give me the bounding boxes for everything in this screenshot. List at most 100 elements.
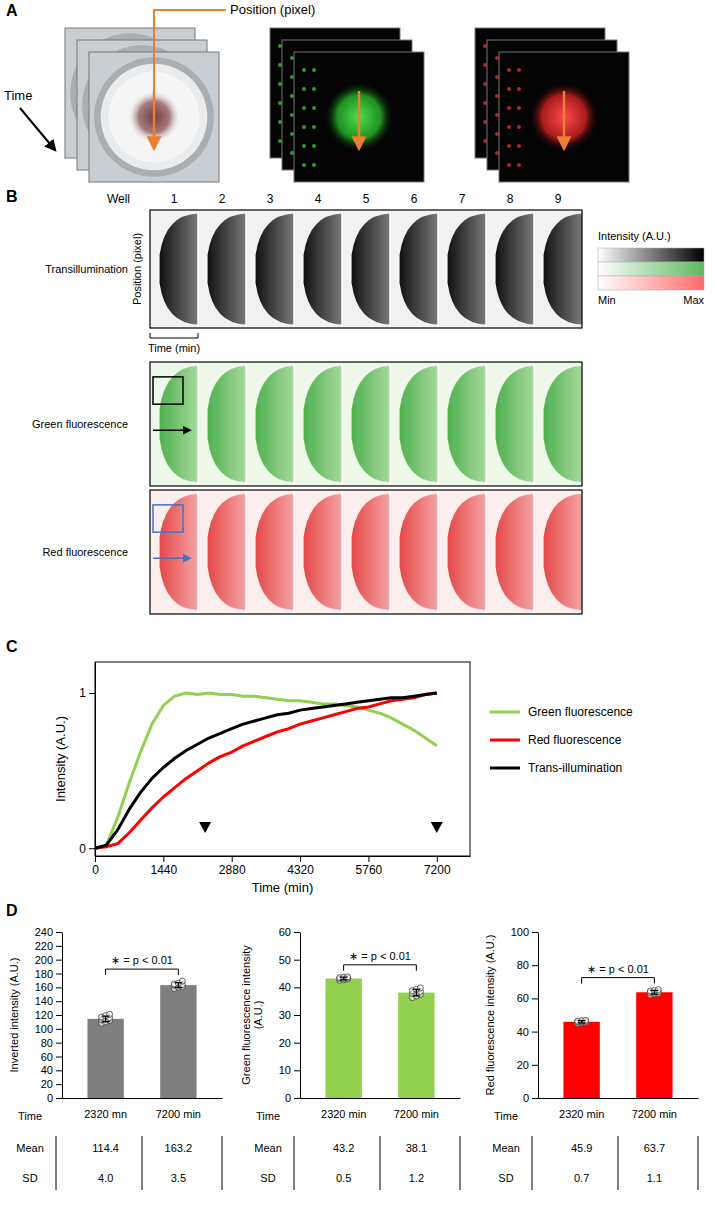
tile-separator bbox=[533, 490, 535, 614]
tick-label: 20 bbox=[279, 1037, 291, 1049]
fluorescent-dot bbox=[290, 113, 294, 117]
table-separator bbox=[142, 1136, 143, 1190]
kymograph-signal bbox=[544, 366, 582, 483]
tick-label: 1440 bbox=[151, 863, 178, 877]
bar bbox=[398, 993, 434, 1098]
tick-label: 100 bbox=[511, 926, 529, 938]
tick: 40 bbox=[41, 1064, 62, 1076]
tick: 7200 bbox=[424, 856, 451, 877]
tick-mark bbox=[532, 1065, 538, 1066]
table-separator bbox=[618, 1136, 619, 1190]
tick-label: 5760 bbox=[356, 863, 383, 877]
tile-separator bbox=[197, 362, 199, 486]
tick: 60 bbox=[517, 992, 538, 1004]
fluorescent-dot bbox=[495, 56, 499, 60]
tick: 7200 min bbox=[632, 1108, 677, 1120]
tick: 20 bbox=[517, 1059, 538, 1071]
error-bar-cap bbox=[102, 1021, 110, 1022]
tile-separator bbox=[197, 210, 199, 328]
plot-area bbox=[87, 978, 196, 1098]
tick: 50 bbox=[279, 954, 300, 966]
tick-mark bbox=[300, 856, 301, 862]
bar-chart: 0204060801002320 min7200 minRed fluoresc… bbox=[484, 926, 699, 1190]
tile-separator bbox=[293, 210, 295, 328]
tick: 120 bbox=[35, 1009, 62, 1021]
tick-label: 0 bbox=[79, 842, 86, 856]
tick-label: 60 bbox=[517, 992, 529, 1004]
fluorescent-dot bbox=[278, 101, 282, 105]
fluorescent-dot bbox=[517, 144, 521, 148]
kymograph-background bbox=[486, 490, 534, 614]
tick-mark bbox=[56, 1015, 62, 1016]
kymograph-row bbox=[150, 362, 582, 486]
fluorescent-dot bbox=[312, 106, 316, 110]
kymograph-signal bbox=[352, 366, 390, 483]
tick-label: 160 bbox=[35, 981, 53, 993]
tick-label: 1 bbox=[79, 686, 86, 700]
kymograph-background bbox=[438, 210, 486, 328]
error-bar-cap bbox=[412, 995, 420, 996]
kymograph-signal bbox=[352, 214, 390, 325]
tile-separator bbox=[437, 210, 439, 328]
kymograph-background bbox=[534, 210, 582, 328]
tick-mark bbox=[56, 1084, 62, 1085]
tick-label: 80 bbox=[517, 959, 529, 971]
error-bar-cap bbox=[650, 990, 658, 991]
kymograph-background bbox=[294, 210, 342, 328]
row-label: Transillumination bbox=[45, 263, 128, 275]
table-mean: 114.4 bbox=[92, 1142, 119, 1154]
image-frame bbox=[294, 52, 424, 182]
sample-blob bbox=[325, 83, 393, 151]
significance-label: ∗ = p < 0.01 bbox=[111, 954, 173, 966]
kymograph-background bbox=[486, 362, 534, 486]
colorbar-min: Min bbox=[598, 294, 616, 306]
tick: 80 bbox=[517, 959, 538, 971]
kymograph-background bbox=[198, 362, 246, 486]
x-axis: 2320 mn7200 min bbox=[63, 1099, 223, 1120]
tick-mark bbox=[89, 848, 95, 849]
x-axis: 2320 min7200 min bbox=[301, 1099, 461, 1120]
significance-bracket bbox=[582, 978, 655, 984]
kymograph-signal bbox=[496, 214, 534, 325]
kymograph-signal bbox=[160, 366, 198, 483]
table-separator bbox=[532, 1136, 533, 1190]
kymograph-signal bbox=[256, 494, 294, 611]
plot-area bbox=[95, 693, 443, 848]
kymograph-signal bbox=[544, 214, 582, 325]
kymograph-signal bbox=[208, 214, 246, 325]
table-sd: 1.2 bbox=[409, 1172, 424, 1184]
tick-mark bbox=[532, 965, 538, 966]
tick-label: 20 bbox=[517, 1059, 529, 1071]
table-mean: 38.1 bbox=[406, 1142, 427, 1154]
position-connector bbox=[154, 10, 226, 91]
tick-label: 100 bbox=[35, 1023, 53, 1035]
kymograph-signal bbox=[496, 494, 534, 611]
tile-separator bbox=[485, 210, 487, 328]
fluorescent-dot bbox=[290, 75, 294, 79]
roi-arrow bbox=[153, 557, 190, 559]
well-number: 7 bbox=[459, 192, 466, 206]
time-marker bbox=[199, 822, 211, 833]
kymograph-background bbox=[342, 490, 390, 614]
tile-separator bbox=[293, 490, 295, 614]
tick-label: 240 bbox=[35, 926, 53, 938]
tick-label: 7200 min bbox=[394, 1108, 439, 1120]
table-row-label: SD bbox=[260, 1172, 275, 1184]
y-axis: 020406080100120140160180200220240 bbox=[35, 926, 63, 1104]
kymograph-signal bbox=[448, 214, 486, 325]
tick-mark bbox=[294, 1098, 300, 1099]
tick-label: 200 bbox=[35, 954, 53, 966]
fluorescent-dot bbox=[290, 56, 294, 60]
kymograph-signal bbox=[256, 366, 294, 483]
tick: 240 bbox=[35, 926, 62, 938]
error-bar-stem bbox=[178, 983, 179, 988]
line bbox=[95, 693, 437, 848]
fluorescent-dot bbox=[495, 113, 499, 117]
tick-label: 40 bbox=[41, 1064, 53, 1076]
well-number: 2 bbox=[219, 192, 226, 206]
roi-arrow bbox=[153, 429, 190, 431]
tick-mark bbox=[232, 856, 233, 862]
tick-mark bbox=[95, 856, 96, 862]
tick-label: 80 bbox=[41, 1037, 53, 1049]
legend-swatch bbox=[490, 739, 520, 742]
